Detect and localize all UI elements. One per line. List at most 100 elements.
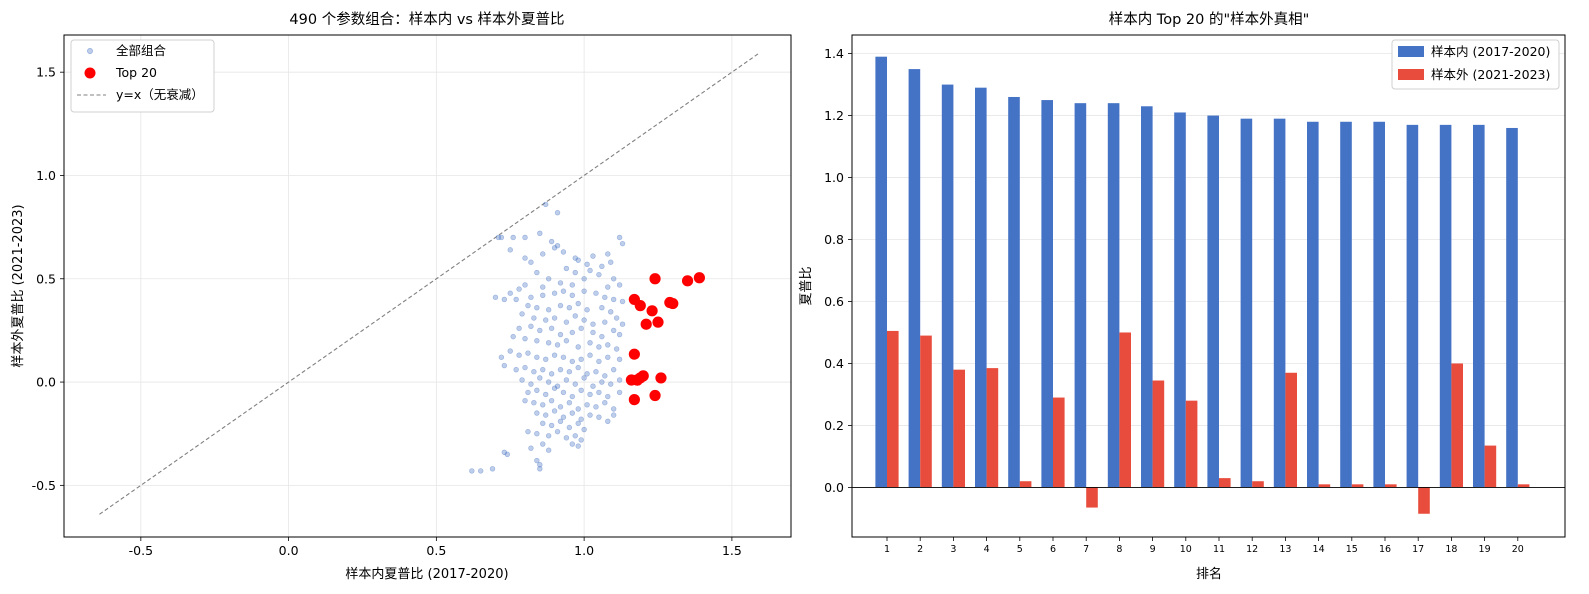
scatter-point [498, 354, 505, 360]
legend-label-all: 全部组合 [116, 43, 167, 58]
scatter-point [537, 375, 543, 381]
scatter-point [522, 255, 528, 261]
bar-insample [941, 84, 954, 488]
scatter-point [581, 276, 587, 282]
scatter-point [551, 352, 558, 358]
scatter-point [616, 389, 623, 396]
scatter-point [587, 267, 593, 274]
scatter-y-tick-label: 1.5 [36, 65, 56, 80]
scatter-point [551, 290, 558, 296]
scatter-point [534, 457, 540, 464]
top20-points [625, 272, 705, 406]
top20-point [655, 372, 667, 384]
scatter-x-tick-label: 0.0 [279, 543, 299, 558]
scatter-point [593, 290, 599, 296]
bar-insample [1439, 124, 1452, 488]
scatter-point [590, 321, 596, 327]
top20-point [628, 348, 640, 360]
scatter-point [599, 304, 605, 311]
scatter-point [581, 426, 587, 433]
scatter-point [537, 461, 543, 468]
scatter-point [540, 441, 546, 447]
bar-y-tick-label: 0.6 [824, 294, 844, 309]
scatter-point [575, 443, 581, 449]
scatter-point [551, 408, 558, 414]
bar-x-tick-label: 8 [1116, 544, 1122, 555]
scatter-point [616, 282, 623, 288]
scatter-point [569, 329, 576, 336]
bar-insample [975, 87, 987, 488]
scatter-point [531, 400, 537, 406]
scatter-point [587, 391, 593, 398]
scatter-point [557, 331, 564, 338]
scatter-point [599, 333, 605, 340]
scatter-point [513, 366, 519, 373]
scatter-point [519, 377, 525, 383]
scatter-point [602, 400, 608, 406]
scatter-point [590, 329, 596, 336]
scatter-point [610, 327, 617, 334]
legend-marker-all [87, 48, 93, 54]
bar-insample [1240, 118, 1253, 488]
scatter-point [522, 282, 528, 288]
scatter-point [593, 404, 599, 410]
scatter-point [563, 435, 570, 441]
scatter-point [548, 325, 555, 332]
scatter-point [551, 245, 558, 251]
scatter-point [545, 340, 552, 346]
scatter-point [554, 243, 561, 249]
top20-point [640, 318, 652, 330]
scatter-point [543, 201, 549, 208]
scatter-legend: 全部组合 Top 20 y=x（无衰减） [70, 39, 215, 113]
legend-swatch-outsample [1398, 69, 1424, 80]
bar-x-tick-label: 6 [1050, 544, 1056, 555]
scatter-point [560, 389, 567, 396]
bar-outsample [1418, 487, 1430, 514]
scatter-x-tick-label: 1.5 [722, 543, 742, 558]
scatter-point [566, 400, 573, 406]
scatter-point [572, 381, 578, 387]
bar-insample [1273, 118, 1286, 488]
scatter-point [613, 315, 620, 321]
scatter-point [557, 404, 564, 410]
scatter-point [587, 352, 593, 358]
scatter-point [613, 346, 620, 352]
scatter-point [616, 234, 623, 241]
scatter-point [534, 304, 540, 311]
scatter-point [578, 325, 584, 332]
scatter-x-tick-label: -0.5 [129, 543, 153, 558]
scatter-point [534, 410, 540, 416]
scatter-point [554, 209, 561, 216]
scatter-point [578, 356, 584, 363]
scatter-point [513, 296, 519, 303]
scatter-point [599, 379, 605, 385]
scatter-point [537, 327, 543, 334]
scatter-frame [63, 34, 792, 538]
bar-y-tick-label: 0.0 [824, 480, 844, 495]
scatter-point [569, 292, 576, 298]
top20-point [628, 293, 640, 306]
bar-outsample [986, 368, 999, 488]
legend-label-outsample: 样本外 (2021-2023) [1431, 67, 1550, 82]
scatter-point [605, 251, 611, 257]
bar-x-tick-label: 9 [1150, 544, 1156, 555]
bar-x-tick-label: 5 [1017, 544, 1023, 555]
scatter-point [525, 302, 531, 309]
scatter-point [507, 247, 513, 253]
bar-y-tick-label: 1.4 [824, 46, 844, 61]
scatter-point [575, 300, 581, 307]
scatter-point [608, 259, 614, 265]
legend-swatch-insample [1398, 46, 1424, 57]
scatter-point [537, 466, 543, 472]
bar-x-tick-label: 18 [1445, 544, 1457, 555]
bar-x-tick-label: 19 [1479, 544, 1491, 555]
scatter-point [554, 428, 561, 435]
top20-point [646, 305, 658, 317]
scatter-point [619, 298, 626, 305]
scatter-point [522, 335, 528, 342]
bar-insample [875, 56, 887, 488]
scatter-y-tick-label: 1.0 [36, 168, 56, 183]
scatter-point [563, 377, 570, 383]
scatter-point [492, 294, 499, 301]
scatter-point [596, 414, 602, 420]
